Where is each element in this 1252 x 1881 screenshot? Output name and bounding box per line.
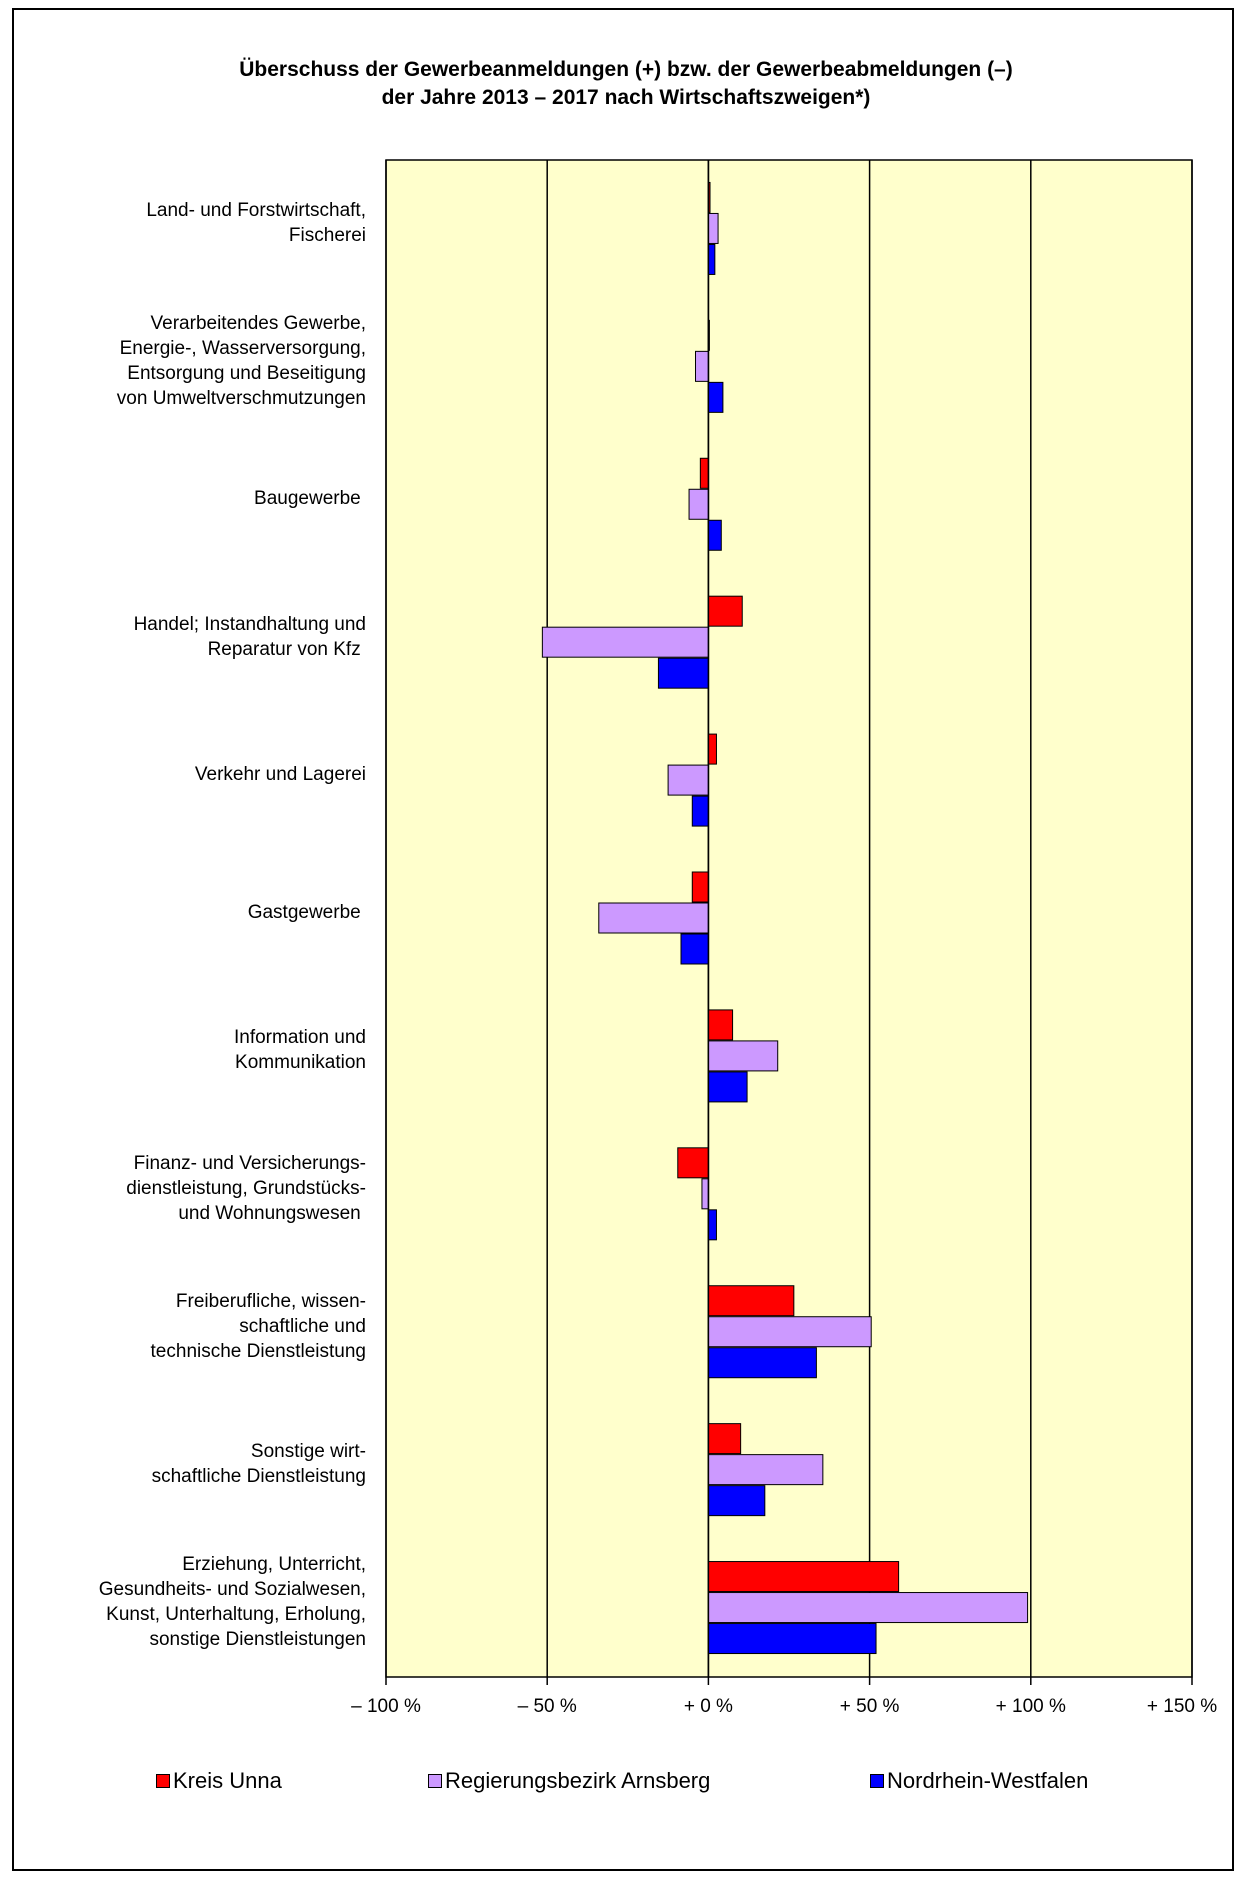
- x-tick-label: + 0 %: [683, 1696, 733, 1717]
- legend-swatch: [428, 1774, 442, 1788]
- x-tick-label: + 50 %: [839, 1696, 900, 1717]
- category-label: Erziehung, Unterricht, Gesundheits- und …: [98, 1554, 366, 1651]
- category-label: Freiberufliche, wissen- schaftliche und …: [150, 1290, 366, 1362]
- bar-0-6: [707, 1009, 734, 1041]
- category-label: Land- und Forstwirtschaft, Fischerei: [146, 199, 366, 246]
- bar-0-5: [691, 871, 709, 903]
- x-tick-label: – 100 %: [351, 1696, 421, 1717]
- legend-label: Nordrhein-Westfalen: [887, 1768, 1089, 1793]
- chart-title-line-2: der Jahre 2013 – 2017 nach Wirtschaftszw…: [381, 86, 871, 109]
- bar-2-1: [707, 381, 724, 413]
- legend-label: Regierungsbezirk Arnsberg: [445, 1768, 711, 1793]
- bar-0-10: [707, 1561, 900, 1593]
- bar-1-9: [707, 1454, 824, 1486]
- bar-0-3: [707, 595, 743, 627]
- bar-2-2: [707, 519, 722, 551]
- bar-2-4: [691, 795, 709, 827]
- bar-2-6: [707, 1071, 748, 1103]
- bar-1-3: [541, 626, 709, 658]
- bar-2-8: [707, 1347, 817, 1379]
- bar-0-7: [677, 1147, 709, 1179]
- bar-0-2: [699, 457, 709, 489]
- bar-0-8: [707, 1285, 795, 1317]
- legend-item: Nordrhein-Westfalen: [870, 1768, 1088, 1794]
- bar-1-4: [667, 764, 709, 796]
- category-label: Baugewerbe: [254, 488, 366, 510]
- bar-2-5: [680, 933, 709, 965]
- bar-2-7: [707, 1209, 717, 1241]
- bar-2-0: [707, 243, 716, 275]
- bar-2-9: [707, 1485, 766, 1517]
- bar-1-0: [707, 212, 719, 244]
- legend-swatch: [870, 1774, 884, 1788]
- category-label: Sonstige wirt- schaftliche Dienstleistun…: [151, 1441, 366, 1488]
- category-label: Handel; Instandhaltung und Reparatur von…: [133, 613, 366, 660]
- bar-1-8: [707, 1316, 872, 1348]
- legend-item: Kreis Unna: [156, 1768, 282, 1794]
- bar-1-10: [707, 1592, 1029, 1624]
- category-label: Information und Kommunikation: [233, 1027, 366, 1074]
- plot-border: [385, 159, 1193, 1678]
- category-label: Gastgewerbe: [247, 902, 366, 923]
- bar-0-4: [707, 733, 717, 765]
- bar-1-1: [695, 350, 709, 382]
- category-label: Finanz- und Versicherungs- dienstleistun…: [126, 1152, 366, 1224]
- x-tick-label: + 150 %: [1146, 1696, 1218, 1717]
- bar-1-7: [701, 1178, 709, 1210]
- category-label: Verarbeitendes Gewerbe, Energie-, Wasser…: [116, 312, 366, 409]
- legend-item: Regierungsbezirk Arnsberg: [428, 1768, 710, 1794]
- bar-0-9: [707, 1423, 742, 1455]
- bar-1-2: [688, 488, 709, 520]
- legend-label: Kreis Unna: [173, 1768, 282, 1793]
- x-tick-label: + 100 %: [995, 1696, 1066, 1717]
- legend-swatch: [156, 1774, 170, 1788]
- x-tick-label: – 50 %: [517, 1696, 577, 1717]
- bar-1-6: [707, 1040, 779, 1072]
- category-label: Verkehr und Lagerei: [194, 764, 366, 786]
- chart-title-line-1: Überschuss der Gewerbeanmeldungen (+) bz…: [239, 58, 1013, 81]
- bar-2-10: [707, 1623, 877, 1655]
- plot-area: [386, 160, 1192, 1677]
- bar-1-5: [598, 902, 709, 934]
- bar-2-3: [657, 657, 709, 689]
- chart-title: Überschuss der Gewerbeanmeldungen (+) bz…: [0, 56, 1252, 112]
